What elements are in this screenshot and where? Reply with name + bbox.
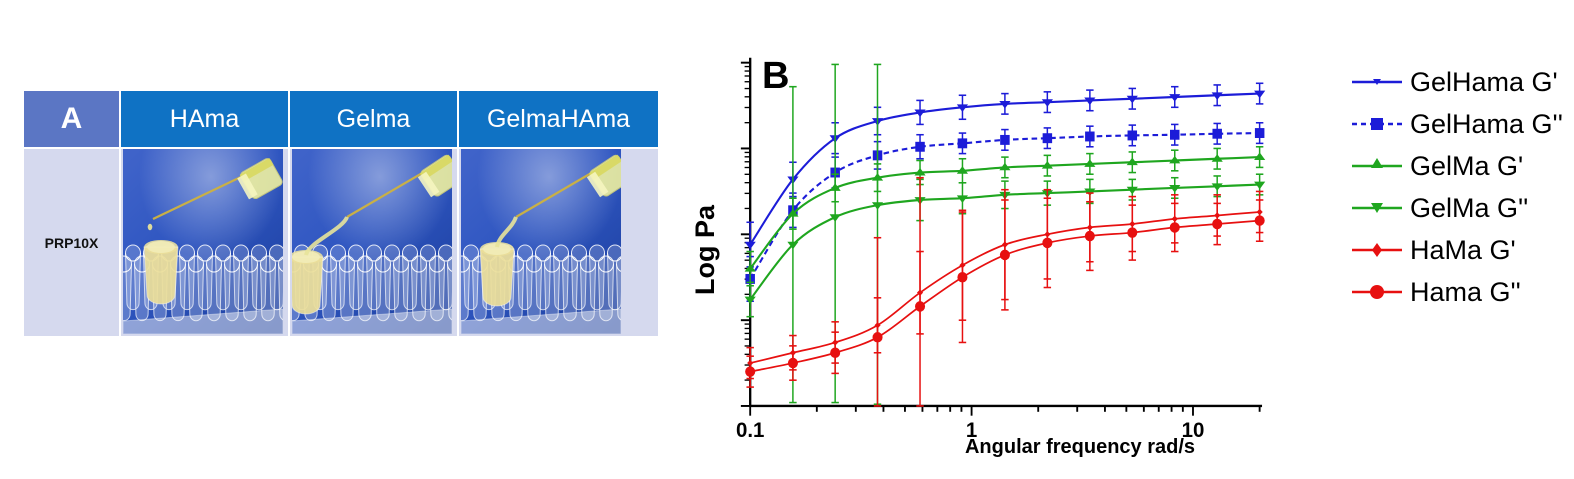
- svg-text:GelMa G'': GelMa G'': [1410, 193, 1528, 223]
- svg-text:HaMa G': HaMa G': [1410, 235, 1516, 265]
- svg-text:GelHama G': GelHama G': [1410, 67, 1558, 97]
- svg-text:GelHama G'': GelHama G'': [1410, 109, 1563, 139]
- svg-text:GelMa G': GelMa G': [1410, 151, 1523, 181]
- svg-text:Hama G'': Hama G'': [1410, 277, 1521, 307]
- svg-text:0.1: 0.1: [736, 419, 765, 440]
